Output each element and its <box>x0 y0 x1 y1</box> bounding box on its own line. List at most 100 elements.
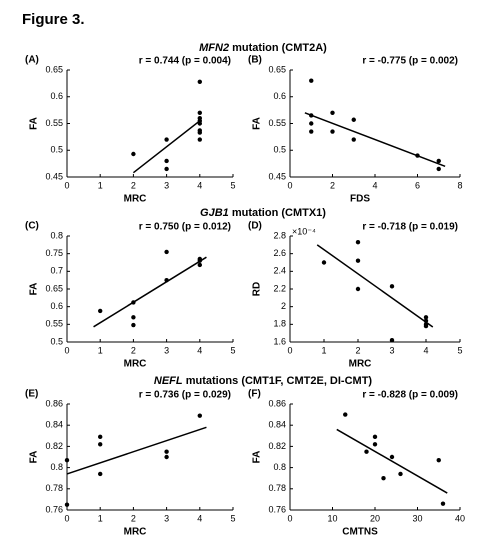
x-tick-label: 4 <box>197 513 202 523</box>
y-tick-label: 2.8 <box>273 230 286 240</box>
point <box>164 449 169 454</box>
mutation-text: mutations (CMT1F, CMT2E, DI-CMT) <box>186 375 373 387</box>
point <box>423 315 429 320</box>
point <box>197 121 202 126</box>
x-tick-label: 30 <box>412 513 422 523</box>
point <box>98 442 103 447</box>
x-tick-label: 1 <box>321 345 326 355</box>
y-tick-label: 0.5 <box>50 145 63 155</box>
point <box>164 454 169 460</box>
y-axis-label: FA <box>29 451 40 464</box>
x-tick-label: 2 <box>131 513 136 523</box>
y-tick-label: 0.65 <box>45 64 63 74</box>
x-tick-label: 4 <box>423 345 428 355</box>
point <box>197 79 202 84</box>
section-heading: GJB1 mutation (CMTX1) <box>200 207 326 219</box>
x-tick-label: 6 <box>415 180 420 190</box>
fit-line <box>304 112 446 168</box>
point <box>197 110 202 116</box>
x-tick-label: 0 <box>287 513 292 523</box>
panel-label: (E) <box>25 389 38 400</box>
y-tick-label: 0.76 <box>268 504 286 514</box>
point <box>364 449 369 454</box>
y-tick-label: 1.6 <box>273 336 286 346</box>
y-axis-label: RD <box>252 282 263 296</box>
point <box>309 121 314 126</box>
point <box>131 322 136 328</box>
x-tick-label: 0 <box>64 513 69 523</box>
y-tick-label: 0.78 <box>268 483 286 493</box>
point <box>355 258 361 263</box>
point <box>389 454 395 460</box>
x-tick-label: 5 <box>230 345 235 355</box>
panel-label: (B) <box>248 55 262 66</box>
point <box>372 434 378 440</box>
point <box>351 137 356 142</box>
point <box>197 262 202 268</box>
y-tick-label: 0.65 <box>268 64 286 74</box>
y-tick-label: 0.65 <box>45 283 63 293</box>
point <box>98 471 103 477</box>
x-tick-label: 8 <box>457 180 462 190</box>
x-axis-label: MRC <box>349 359 372 370</box>
point <box>131 315 136 320</box>
x-tick-label: 4 <box>372 180 377 190</box>
y-tick-label: 0.6 <box>50 301 63 311</box>
point <box>164 158 169 164</box>
y-tick-label: 2.4 <box>273 266 286 276</box>
point <box>389 338 395 343</box>
point <box>98 434 103 440</box>
point <box>309 129 314 134</box>
point <box>309 113 314 118</box>
y-tick-label: 0.6 <box>50 91 63 101</box>
y-tick-label: 0.8 <box>50 230 63 240</box>
y-tick-label: 0.55 <box>45 319 63 329</box>
point <box>415 153 420 158</box>
point <box>164 166 169 172</box>
y-tick-label: 0.7 <box>50 266 63 276</box>
x-tick-label: 3 <box>164 180 169 190</box>
x-tick-label: 3 <box>164 513 169 523</box>
mutation-text: mutation (CMT2A) <box>232 42 327 54</box>
y-axis-label: FA <box>29 283 40 296</box>
point <box>197 130 202 135</box>
y-tick-label: 0.45 <box>45 171 63 181</box>
gene-name: GJB1 <box>200 207 229 219</box>
point <box>440 501 446 506</box>
y-tick-label: 1.8 <box>273 319 286 329</box>
stat-label: r = 0.736 (p = 0.029) <box>139 390 231 401</box>
point <box>330 110 335 116</box>
y-tick-label: 2 <box>281 301 286 311</box>
point <box>355 286 361 292</box>
y-tick-label: 0.82 <box>45 441 63 451</box>
stat-label: r = -0.828 (p = 0.009) <box>362 390 458 401</box>
stat-label: r = -0.718 (p = 0.019) <box>362 222 458 233</box>
y-tick-label: 2.6 <box>273 248 286 258</box>
x-tick-label: 3 <box>164 345 169 355</box>
x-axis-label: MRC <box>124 194 147 205</box>
x-tick-label: 0 <box>64 180 69 190</box>
point <box>423 323 429 329</box>
x-tick-label: 2 <box>131 345 136 355</box>
mutation-text: mutation (CMTX1) <box>232 207 326 219</box>
point <box>164 249 169 255</box>
y-tick-label: 0.55 <box>45 118 63 128</box>
point <box>197 137 202 142</box>
point <box>351 117 356 122</box>
fit-line <box>66 426 207 475</box>
x-tick-label: 0 <box>64 345 69 355</box>
point <box>436 158 441 164</box>
x-tick-label: 5 <box>457 345 462 355</box>
x-tick-label: 1 <box>98 345 103 355</box>
y-tick-label: 0.55 <box>268 118 286 128</box>
point <box>389 284 395 289</box>
x-tick-label: 5 <box>230 180 235 190</box>
y-tick-label: 0.6 <box>273 91 286 101</box>
stat-label: r = -0.775 (p = 0.002) <box>362 56 458 67</box>
point <box>309 78 314 83</box>
x-axis-label: FDS <box>350 194 370 205</box>
x-tick-label: 4 <box>197 345 202 355</box>
point <box>164 277 169 283</box>
panel-label: (C) <box>25 221 39 232</box>
